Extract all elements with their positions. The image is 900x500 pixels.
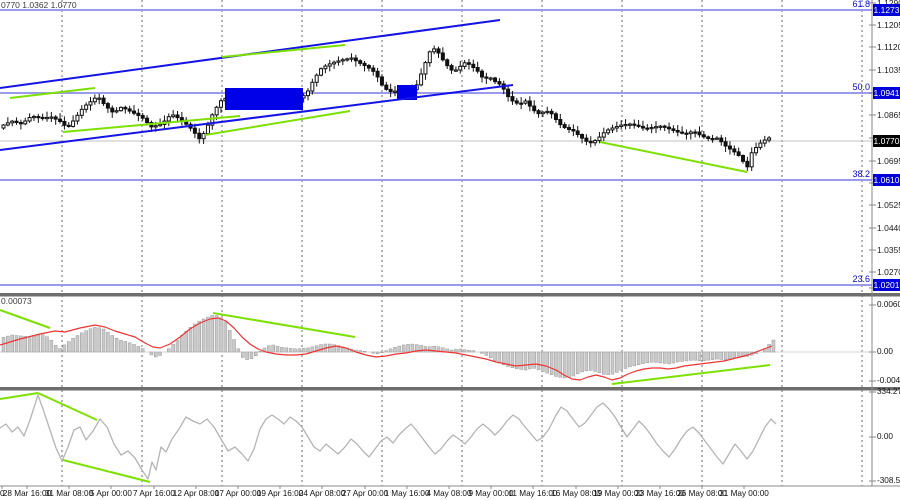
time-axis-label: 0 (0, 489, 5, 498)
price-tick-label: 1.0525 (877, 200, 900, 210)
time-axis-label: 11 May 16:00 (508, 489, 558, 498)
time-axis-label: 7 Apr 16:00 (133, 489, 175, 498)
price-tick-label: 1.0440 (877, 223, 900, 233)
panel-separator[interactable] (0, 386, 900, 391)
time-axis-label: 26 May 08:00 (677, 489, 727, 498)
indicator-scale-label: 334.2711 (877, 387, 900, 396)
price-tick-label: 1.0695 (877, 156, 900, 166)
time-axis-label: 28 Mar 16:00 (2, 489, 52, 498)
time-axis-label: 4 May 08:00 (426, 489, 472, 498)
price-tick-label: 1.1205 (877, 20, 900, 30)
time-axis-label: 27 Apr 00:00 (341, 489, 389, 498)
fibo-price-box: 1.0941 (873, 87, 900, 99)
time-axis-label: 24 Apr 08:00 (298, 489, 346, 498)
time-axis-label: 31 Mar 08:00 (44, 489, 94, 498)
price-tick-label: 1.0355 (877, 245, 900, 255)
time-axis-label: 16 May 08:00 (551, 489, 601, 498)
indicator-scale-label: 0.00605 (877, 300, 900, 309)
time-axis-label: 17 Apr 00:00 (214, 489, 262, 498)
indicator-scale-label: -0.00401 (877, 376, 900, 385)
time-axis-label: 23 May 16:00 (635, 489, 685, 498)
time-axis-label: 31 May 00:00 (719, 489, 769, 498)
panel-separator[interactable] (0, 292, 900, 297)
time-axis-label: 9 May 00:00 (468, 489, 514, 498)
indicator-scale-label: -308.568 (877, 476, 900, 485)
current-price-box: 1.0770 (873, 135, 900, 147)
fibo-percent-label: 61.8 (852, 0, 870, 9)
price-tick-label: 1.1120 (877, 42, 900, 52)
fibo-price-box: 1.0201 (873, 279, 900, 291)
fibo-percent-label: 50.0 (852, 82, 870, 92)
fibo-percent-label: 38.2 (852, 169, 870, 179)
time-axis-label: 5 Apr 00:00 (90, 489, 132, 498)
fibo-percent-label: 23.6 (852, 274, 870, 284)
indicator-scale-label: 0.00 (877, 432, 893, 441)
time-axis-label: 1 May 16:00 (384, 489, 430, 498)
time-axis-label: 19 Apr 16:00 (256, 489, 304, 498)
time-axis-label: 19 May 00:00 (593, 489, 643, 498)
price-tick-label: 1.0865 (877, 110, 900, 120)
fibo-price-box: 1.1273 (873, 4, 900, 16)
price-tick-label: 1.1035 (877, 65, 900, 75)
macd-value-label: 0.00073 (1, 296, 32, 306)
fibo-price-box: 1.0610 (873, 174, 900, 186)
ohlc-info-text: 0770 1.0362 1.0770 (1, 0, 77, 10)
time-axis-label: 12 Apr 08:00 (172, 489, 220, 498)
indicator-scale-label: 0.00 (877, 347, 893, 356)
